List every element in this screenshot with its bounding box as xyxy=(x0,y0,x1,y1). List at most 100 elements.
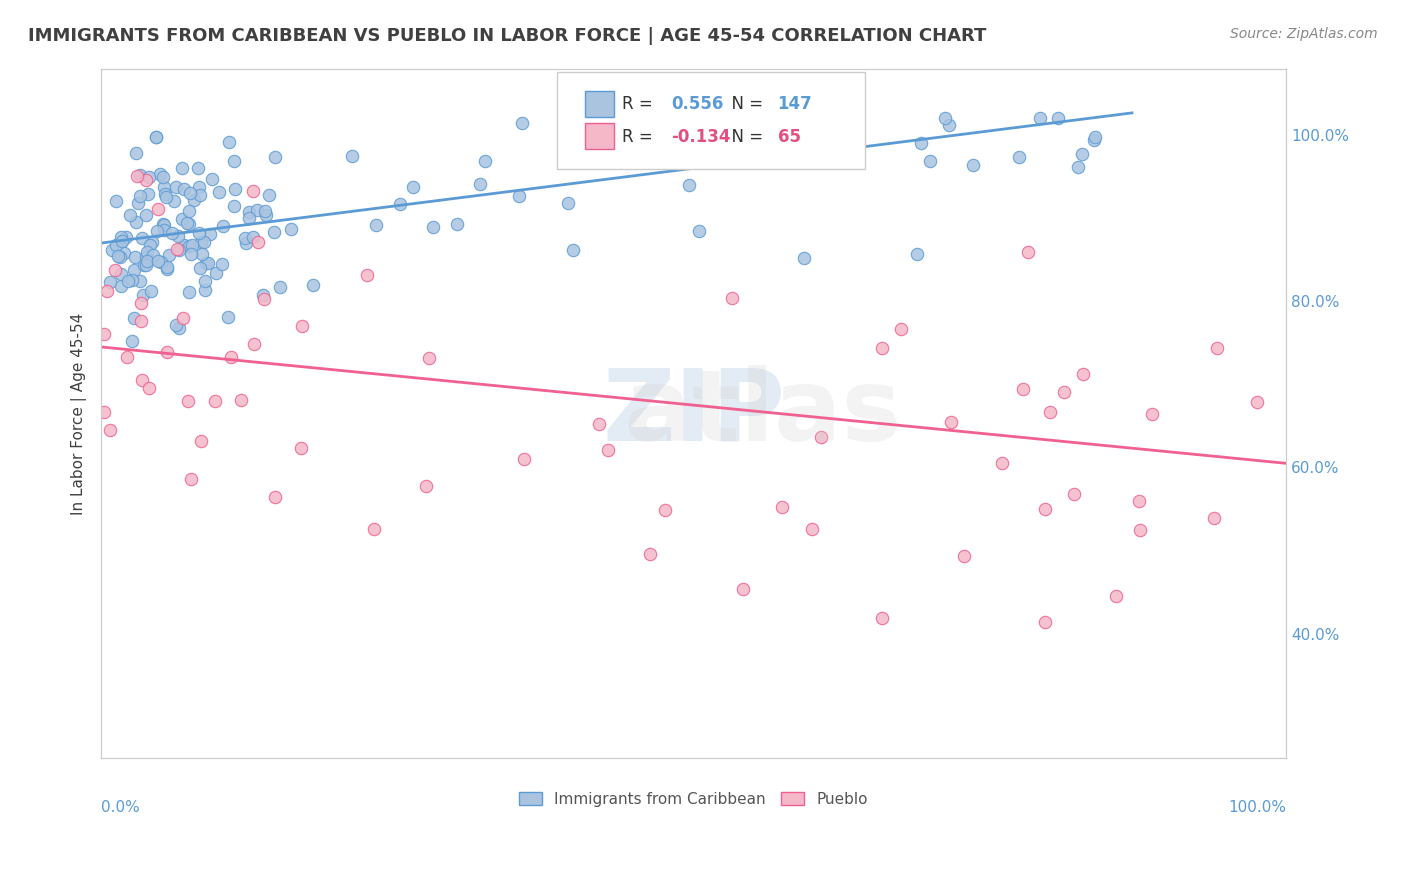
Point xyxy=(918,153,941,168)
Point xyxy=(167,321,190,335)
Point xyxy=(194,283,217,297)
Point xyxy=(953,549,976,563)
Text: 0.556: 0.556 xyxy=(671,95,724,113)
Point xyxy=(193,235,215,249)
Point xyxy=(166,242,188,256)
Point xyxy=(157,248,180,262)
Point xyxy=(247,235,270,249)
Point xyxy=(104,238,127,252)
Point xyxy=(219,351,242,365)
Point xyxy=(188,188,211,202)
Point xyxy=(145,130,167,145)
Point xyxy=(233,231,256,245)
Point xyxy=(201,172,224,186)
Point xyxy=(170,212,193,227)
Point xyxy=(217,310,239,325)
Point xyxy=(177,217,200,231)
Point xyxy=(770,500,793,514)
Point xyxy=(242,336,264,351)
Point xyxy=(721,291,744,305)
Point xyxy=(153,223,176,237)
Point xyxy=(146,253,169,268)
Point xyxy=(246,203,269,218)
Point xyxy=(474,154,496,169)
Point xyxy=(638,547,661,561)
Point xyxy=(149,167,172,181)
Point xyxy=(188,179,211,194)
Point xyxy=(211,219,233,233)
Point xyxy=(190,434,212,449)
Point xyxy=(129,314,152,328)
Point xyxy=(173,182,195,196)
Point xyxy=(107,249,129,263)
Point xyxy=(1246,395,1268,409)
Point xyxy=(98,423,121,437)
Point xyxy=(153,187,176,202)
Point xyxy=(187,161,209,175)
Point xyxy=(1129,524,1152,538)
Point xyxy=(131,287,153,301)
Point xyxy=(188,261,211,276)
Point xyxy=(1083,133,1105,147)
Point xyxy=(156,262,179,277)
Point xyxy=(98,276,121,290)
Point xyxy=(179,186,201,200)
Point xyxy=(156,345,179,359)
Point xyxy=(177,203,200,218)
Point xyxy=(136,187,159,202)
Point xyxy=(145,130,167,145)
Point xyxy=(779,139,801,153)
Point xyxy=(1206,341,1229,355)
Point xyxy=(117,274,139,288)
Point xyxy=(138,237,160,252)
Point xyxy=(124,250,146,264)
Point xyxy=(190,235,212,249)
Point xyxy=(1038,405,1060,419)
Text: 0.0%: 0.0% xyxy=(101,800,139,814)
Point xyxy=(224,153,246,168)
Point xyxy=(218,135,240,149)
Point xyxy=(110,230,132,244)
Point xyxy=(138,169,160,184)
Point xyxy=(152,170,174,185)
Point xyxy=(253,204,276,219)
Point xyxy=(127,169,149,184)
Point xyxy=(176,216,198,230)
Text: atlas: atlas xyxy=(485,365,901,462)
Point xyxy=(146,202,169,216)
Point xyxy=(191,246,214,260)
Point xyxy=(263,226,285,240)
Point xyxy=(104,263,127,277)
Point xyxy=(1035,502,1057,516)
Point xyxy=(242,184,264,198)
Point xyxy=(131,231,153,245)
Point xyxy=(238,211,260,225)
Point xyxy=(907,247,929,261)
Point xyxy=(810,430,832,444)
Point xyxy=(167,229,190,244)
Point xyxy=(129,296,152,310)
Text: N =: N = xyxy=(721,95,768,113)
Point xyxy=(204,394,226,409)
Point xyxy=(870,611,893,625)
Point xyxy=(139,284,162,298)
Point xyxy=(342,149,364,163)
Point xyxy=(1053,385,1076,400)
Point xyxy=(96,284,118,298)
Point xyxy=(562,244,585,258)
Point xyxy=(101,243,124,257)
Text: 100.0%: 100.0% xyxy=(1227,800,1286,814)
Point xyxy=(112,246,135,260)
Point xyxy=(1084,129,1107,144)
Point xyxy=(252,293,274,307)
Point xyxy=(155,190,177,204)
Point xyxy=(870,341,893,355)
Point xyxy=(115,230,138,244)
Point xyxy=(197,256,219,270)
Point xyxy=(141,235,163,250)
Point xyxy=(211,257,233,271)
Point xyxy=(302,278,325,293)
Point xyxy=(415,478,437,492)
Point xyxy=(194,274,217,288)
Text: Source: ZipAtlas.com: Source: ZipAtlas.com xyxy=(1230,27,1378,41)
